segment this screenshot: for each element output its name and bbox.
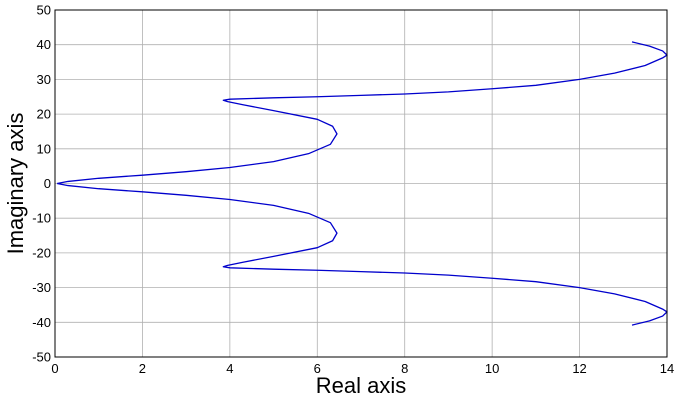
y-tick-label: 0 (44, 176, 51, 191)
x-tick-label: 10 (485, 361, 499, 376)
y-tick-label: -50 (32, 350, 51, 365)
y-tick-label: -10 (32, 211, 51, 226)
y-tick-label: 20 (37, 107, 51, 122)
x-tick-label: 2 (139, 361, 146, 376)
y-axis-label: Imaginary axis (3, 113, 28, 255)
x-tick-label: 6 (314, 361, 321, 376)
grid (54, 9, 668, 358)
y-tick-label: 30 (37, 72, 51, 87)
y-tick-label: 10 (37, 141, 51, 156)
locus-branch-2 (57, 182, 668, 326)
series-group (57, 41, 668, 326)
x-tick-labels: 0 2 4 6 8 10 12 14 (51, 361, 674, 376)
y-tick-label: -40 (32, 315, 51, 330)
x-tick-label: 0 (51, 361, 58, 376)
locus-branch-1 (57, 41, 668, 185)
y-tick-labels: -50 -40 -30 -20 -10 0 10 20 30 40 50 (32, 3, 51, 365)
y-tick-label: -30 (32, 280, 51, 295)
y-tick-label: 40 (37, 37, 51, 52)
x-tick-label: 14 (660, 361, 674, 376)
plot-frame (54, 9, 668, 358)
x-tick-label: 12 (572, 361, 586, 376)
x-axis-label: Real axis (316, 373, 406, 398)
y-tick-label: -20 (32, 245, 51, 260)
y-tick-label: 50 (37, 3, 51, 18)
x-tick-label: 8 (401, 361, 408, 376)
x-tick-label: 4 (226, 361, 233, 376)
